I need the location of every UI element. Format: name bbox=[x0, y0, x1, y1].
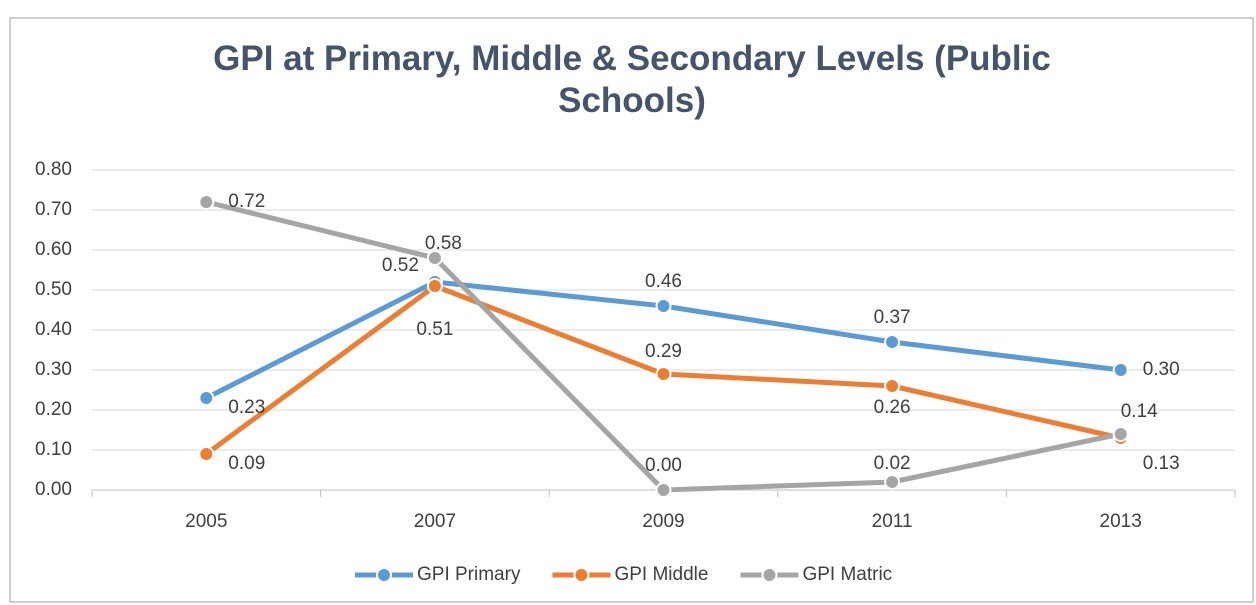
marker bbox=[198, 390, 215, 406]
x-tick-label: 2013 bbox=[1100, 511, 1142, 532]
legend-marker bbox=[376, 567, 392, 583]
marker bbox=[884, 334, 901, 350]
data-label: 0.26 bbox=[874, 397, 911, 418]
data-label: 0.02 bbox=[874, 453, 911, 474]
y-tick-label: 0.20 bbox=[35, 399, 72, 420]
marker bbox=[884, 378, 901, 394]
marker bbox=[655, 298, 672, 314]
data-label: 0.52 bbox=[382, 255, 419, 276]
y-tick-label: 0.30 bbox=[35, 359, 72, 380]
data-label: 0.23 bbox=[228, 397, 265, 418]
y-tick-label: 0.70 bbox=[35, 199, 72, 220]
x-tick-label: 2007 bbox=[414, 511, 456, 532]
data-label: 0.51 bbox=[416, 319, 453, 340]
data-label: 0.37 bbox=[874, 307, 911, 328]
data-label: 0.58 bbox=[425, 233, 462, 254]
data-label: 0.00 bbox=[645, 455, 682, 476]
data-label: 0.46 bbox=[645, 271, 682, 292]
chart-title: GPI at Primary, Middle & Secondary Level… bbox=[213, 39, 1051, 120]
marker bbox=[426, 250, 443, 266]
y-tick-label: 0.50 bbox=[35, 279, 72, 300]
y-tick-label: 0.00 bbox=[35, 479, 72, 500]
data-label: 0.13 bbox=[1143, 453, 1180, 474]
data-label: 0.72 bbox=[228, 191, 265, 212]
chart-frame bbox=[9, 17, 1254, 603]
data-label: 0.30 bbox=[1143, 359, 1180, 380]
y-tick-label: 0.80 bbox=[35, 159, 72, 180]
marker bbox=[1112, 426, 1129, 442]
y-tick-label: 0.60 bbox=[35, 239, 72, 260]
legend-label: GPI Matric bbox=[802, 564, 892, 585]
marker bbox=[198, 194, 215, 210]
legend-label: GPI Primary bbox=[417, 564, 521, 585]
y-tick-label: 0.40 bbox=[35, 319, 72, 340]
marker bbox=[655, 366, 672, 382]
marker bbox=[655, 482, 672, 498]
legend-label: GPI Middle bbox=[614, 564, 708, 585]
marker bbox=[198, 446, 215, 462]
data-label: 0.14 bbox=[1121, 401, 1158, 422]
y-tick-label: 0.10 bbox=[35, 439, 72, 460]
marker bbox=[426, 278, 443, 294]
x-tick-label: 2005 bbox=[185, 511, 227, 532]
data-label: 0.09 bbox=[228, 453, 265, 474]
legend-marker bbox=[573, 567, 590, 583]
legend-marker bbox=[761, 567, 778, 583]
marker bbox=[884, 474, 901, 490]
x-tick-label: 2009 bbox=[642, 511, 684, 532]
data-label: 0.29 bbox=[645, 341, 682, 362]
x-tick-label: 2011 bbox=[872, 511, 913, 532]
marker bbox=[1112, 362, 1129, 378]
